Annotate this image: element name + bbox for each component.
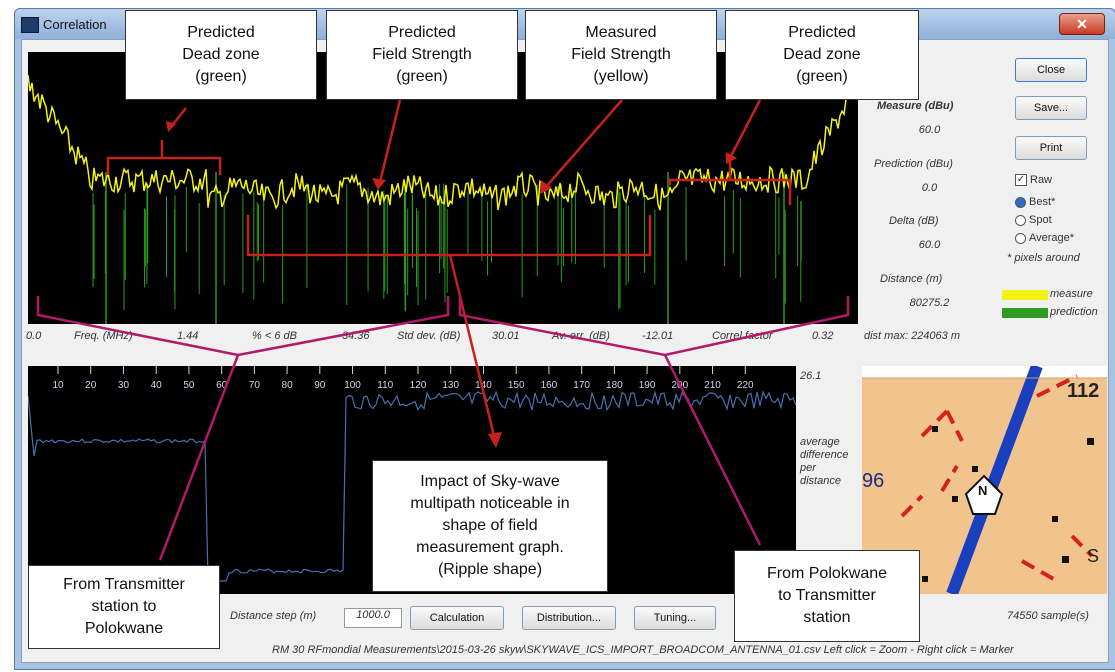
distribution-button[interactable]: Distribution... bbox=[522, 606, 616, 630]
prediction-label: Prediction (dBu) bbox=[874, 158, 953, 170]
best-radio[interactable]: Best* bbox=[1015, 196, 1055, 208]
stat-std-label: Std dev. (dB) bbox=[397, 330, 461, 342]
distance-step-input[interactable]: 1000.0 bbox=[344, 608, 402, 628]
close-button[interactable]: Close bbox=[1015, 58, 1087, 82]
measure-value: 60.0 bbox=[918, 124, 941, 136]
map-graphic bbox=[862, 366, 1107, 594]
checkbox-check-icon: ✓ bbox=[1015, 174, 1027, 187]
stat-freq-value: 1.44 bbox=[177, 330, 199, 342]
axis-tick-label: 60 bbox=[216, 380, 228, 391]
stat-start: 0.0 bbox=[26, 330, 42, 342]
raw-checkbox[interactable]: ✓ Raw bbox=[1015, 174, 1053, 187]
calculation-button[interactable]: Calculation bbox=[410, 606, 504, 630]
lower-max-value: 26.1 bbox=[800, 370, 822, 382]
sample-count: 74550 sample(s) bbox=[1007, 610, 1089, 622]
legend-measure-swatch bbox=[1002, 290, 1048, 300]
axis-tick-label: 10 bbox=[52, 380, 64, 391]
prediction-value: 0.0 bbox=[921, 182, 938, 194]
map-label-s: S bbox=[1087, 546, 1100, 566]
radio-icon bbox=[1015, 214, 1026, 226]
callout-dead-zone-left: Predicted Dead zone (green) bbox=[125, 10, 317, 100]
axis-tick-label: 90 bbox=[314, 380, 326, 391]
average-radio[interactable]: Average* bbox=[1015, 232, 1074, 244]
spot-radio[interactable]: Spot bbox=[1015, 214, 1052, 226]
legend-prediction-swatch bbox=[1002, 308, 1048, 318]
app-icon bbox=[21, 17, 39, 33]
stat-std-value: 30.01 bbox=[492, 330, 520, 342]
save-button[interactable]: Save... bbox=[1015, 96, 1087, 120]
callout-from-transmitter: From Transmitter station to Polokwane bbox=[28, 565, 220, 649]
callout-measured-field-strength: Measured Field Strength (yellow) bbox=[525, 10, 717, 100]
map-north: N bbox=[978, 483, 988, 498]
axis-tick-label: 170 bbox=[573, 380, 590, 391]
radio-icon bbox=[1015, 232, 1026, 244]
axis-tick-label: 200 bbox=[671, 380, 688, 391]
axis-tick-label: 20 bbox=[85, 380, 97, 391]
delta-label: Delta (dB) bbox=[889, 215, 939, 227]
stat-correl-label: Correl factor bbox=[712, 330, 773, 342]
axis-tick-label: 110 bbox=[377, 380, 393, 391]
radio-selected-icon bbox=[1015, 196, 1026, 208]
avg-diff-label: average difference per distance bbox=[800, 436, 849, 487]
axis-tick-label: 30 bbox=[118, 380, 130, 391]
spot-label: Spot bbox=[1029, 214, 1052, 226]
stat-averr-label: Av. err. (dB) bbox=[552, 330, 610, 342]
average-label: Average* bbox=[1029, 232, 1075, 244]
axis-tick-label: 80 bbox=[282, 380, 294, 391]
delta-value: 60.0 bbox=[918, 239, 941, 251]
callout-predicted-field-strength: Predicted Field Strength (green) bbox=[326, 10, 518, 100]
axis-tick-label: 150 bbox=[508, 380, 525, 391]
print-button[interactable]: Print bbox=[1015, 136, 1087, 160]
callout-skywave-impact: Impact of Sky-wave multipath noticeable … bbox=[372, 460, 608, 592]
legend-prediction-label: prediction bbox=[1050, 306, 1098, 318]
dist-max: dist max: 224063 m bbox=[864, 330, 960, 342]
stat-freq-label: Freq. (MHz) bbox=[74, 330, 133, 342]
axis-tick-label: 190 bbox=[639, 380, 656, 391]
distance-label: Distance (m) bbox=[880, 273, 943, 285]
stat-averr-value: -12.01 bbox=[642, 330, 674, 342]
distance-value: 80275.2 bbox=[909, 297, 950, 309]
axis-tick-label: 220 bbox=[737, 380, 754, 391]
callout-dead-zone-right: Predicted Dead zone (green) bbox=[725, 10, 919, 100]
axis-tick-label: 120 bbox=[410, 380, 427, 391]
axis-tick-label: 140 bbox=[475, 380, 492, 391]
window-title: Correlation bbox=[43, 17, 107, 32]
north-marker-icon bbox=[964, 474, 1004, 515]
window-close-icon[interactable]: ✕ bbox=[1059, 13, 1105, 35]
stat-correl-value: 0.32 bbox=[812, 330, 834, 342]
map-label-112: 112 bbox=[1067, 380, 1100, 402]
stat-pct-label: % < 6 dB bbox=[252, 330, 297, 342]
axis-tick-label: 160 bbox=[541, 380, 558, 391]
axis-tick-label: 130 bbox=[442, 380, 459, 391]
callout-from-polokwane: From Polokwane to Transmitter station bbox=[734, 550, 920, 642]
distance-step-label: Distance step (m) bbox=[230, 610, 317, 622]
raw-label: Raw bbox=[1030, 174, 1053, 186]
stat-pct-value: 34.36 bbox=[342, 330, 370, 342]
best-label: Best* bbox=[1029, 196, 1056, 208]
status-bar: RM 30 RFmondial Measurements\2015-03-26 … bbox=[272, 644, 1014, 656]
axis-tick-label: 70 bbox=[249, 380, 261, 391]
axis-tick-label: 100 bbox=[344, 380, 361, 391]
tuning-button[interactable]: Tuning... bbox=[634, 606, 716, 630]
axis-tick-label: 50 bbox=[183, 380, 195, 391]
pixels-around-note: * pixels around bbox=[1007, 252, 1080, 264]
axis-tick-label: 40 bbox=[151, 380, 163, 391]
measure-label: Measure (dBu) bbox=[877, 100, 954, 112]
axis-tick-label: 180 bbox=[606, 380, 623, 391]
map-label-96: 96 bbox=[862, 470, 885, 492]
legend-measure-label: measure bbox=[1050, 288, 1093, 300]
axis-tick-label: 210 bbox=[704, 380, 721, 391]
